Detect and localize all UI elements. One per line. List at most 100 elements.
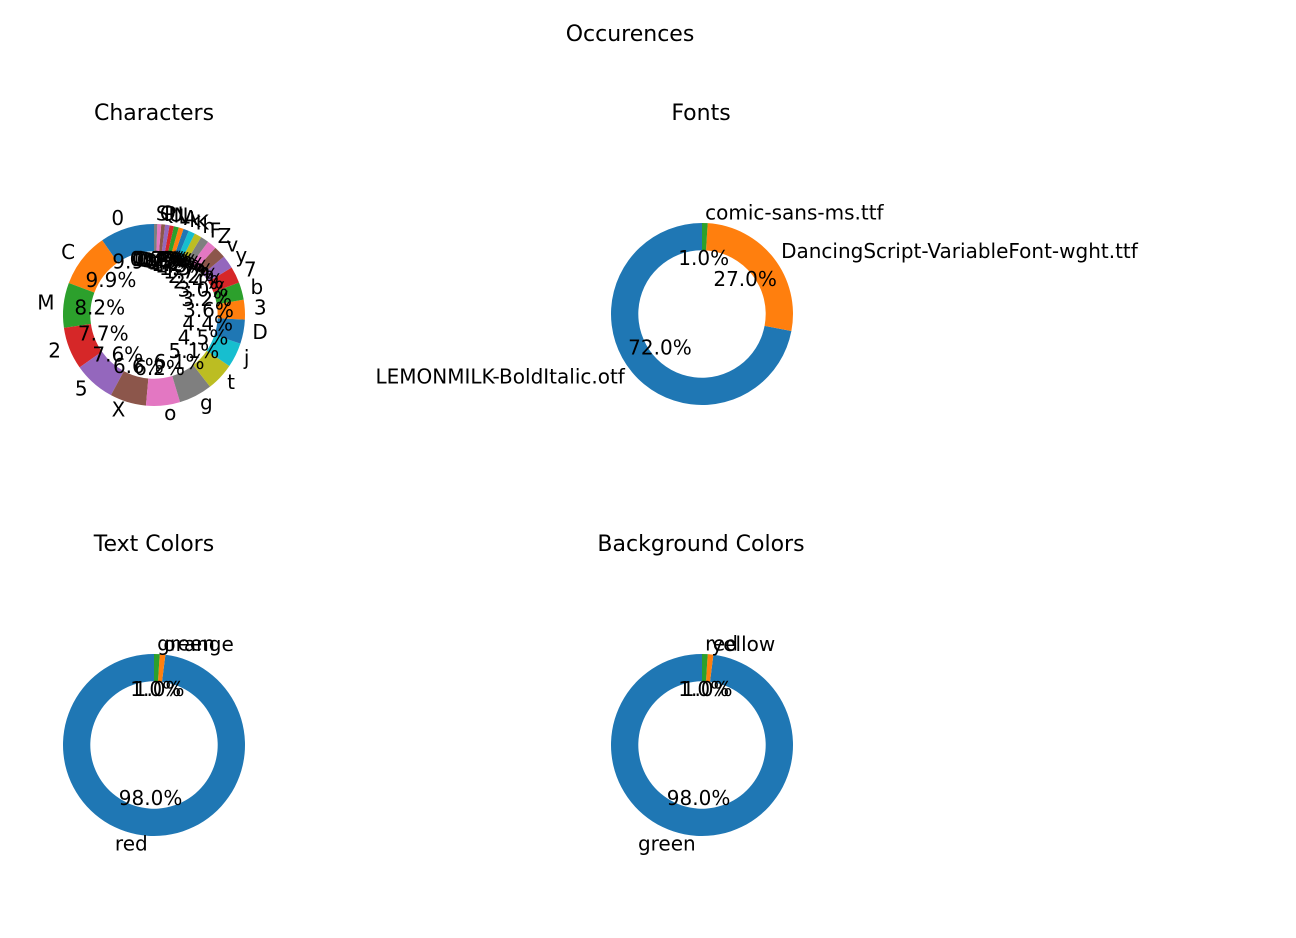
labels: red 98.0% orange 1.0% green 1.0% — [115, 631, 234, 855]
slice-label: L — [179, 204, 191, 228]
slice-label: S — [156, 201, 169, 225]
slice-percent-label: 9.9% — [86, 268, 137, 292]
slice-m — [62, 282, 95, 328]
chart-title: Fonts — [671, 101, 730, 126]
slice-label: b — [251, 275, 264, 299]
slices — [62, 224, 245, 407]
slice-j — [206, 335, 241, 367]
slice-percent-label: 7.7% — [78, 322, 129, 346]
slice-green — [610, 654, 793, 836]
slice-red — [62, 654, 245, 836]
slices — [610, 654, 793, 836]
slice-comic-sans-ms-ttf — [702, 223, 708, 251]
slice-percent-label: 1.0% — [678, 677, 729, 701]
slice-percent-label: 6.6% — [113, 354, 164, 378]
slice-k — [174, 228, 189, 257]
slice-percent-label: 0.7% — [134, 247, 185, 271]
slice-label: g — [200, 390, 213, 414]
slice-label: U — [169, 202, 184, 226]
slice-label: j — [243, 346, 250, 370]
slice-label: h — [202, 214, 215, 238]
slice-percent-label: 1.3% — [155, 254, 206, 278]
slice-label: red — [115, 831, 148, 855]
slice-percent-label: 8.2% — [74, 296, 125, 320]
slice-percent-label: 0.8% — [137, 247, 188, 271]
slice-n — [164, 225, 174, 253]
slice-label: K — [196, 210, 210, 234]
slice-5 — [79, 351, 124, 396]
slice-2 — [63, 324, 102, 368]
slice-percent-label: 1.0% — [678, 246, 729, 270]
slice-d — [214, 318, 245, 344]
slice-t — [193, 350, 230, 387]
slices — [62, 654, 245, 836]
slice-label: green — [638, 831, 696, 855]
slice-label: orange — [163, 632, 233, 656]
slice-l — [167, 226, 179, 254]
slice-label: comic-sans-ms.ttf — [705, 200, 884, 224]
slice-label: k — [189, 208, 201, 232]
slice-label: green — [157, 631, 215, 655]
chart-title: Text Colors — [93, 532, 214, 557]
slice-percent-label: 1.0% — [682, 677, 733, 701]
slice-label: 5 — [75, 376, 88, 400]
slice-percent-label: 98.0% — [667, 786, 731, 810]
slice-u — [161, 224, 170, 253]
slice-s — [154, 224, 158, 252]
slice-percent-label: 2.4% — [173, 270, 224, 294]
slice-percent-label: 72.0% — [628, 335, 692, 359]
slice-label: N — [173, 203, 188, 227]
slice-percent-label: 7.6% — [92, 342, 143, 366]
slice-label: C — [61, 240, 75, 264]
chart-background-colors: Background Colors green 98.0% yellow 1.0% re… — [597, 532, 804, 855]
slice-percent-label: 98.0% — [119, 786, 183, 810]
slice-label: M — [37, 291, 54, 315]
slice-percent-label: 1.7% — [163, 259, 214, 283]
slice-percent-label: 6.1% — [154, 350, 205, 374]
chart-characters: Characters 0 9.9% C 9.9% M 8.2% 2 7.7% 57.6% X 6.6… — [37, 101, 268, 425]
slice-percent-label: 0.8% — [139, 248, 190, 272]
slice-dancingscript-variablefont-wght-ttf — [705, 223, 793, 332]
slice-percent-label: 0.9% — [145, 249, 196, 273]
slice-q — [156, 224, 162, 252]
slice-label: yellow — [711, 632, 775, 656]
suptitle: Occurences — [566, 22, 695, 47]
slice-percent-label: 0.9% — [142, 249, 193, 273]
slice-label: X — [112, 397, 126, 421]
slice-label: Z — [218, 224, 232, 248]
slice-b — [213, 282, 244, 305]
slice-label: t — [227, 370, 235, 394]
slice-percent-label: 3.0% — [178, 277, 229, 301]
chart-text-colors: Text Colors red 98.0% orange 1.0% green 1.0% — [62, 532, 245, 855]
labels: green 98.0% yellow 1.0% red 1.0% — [638, 631, 775, 855]
slice-label: o — [164, 401, 176, 425]
slice-o — [145, 376, 181, 407]
slice-x — [110, 371, 149, 406]
slice-p — [159, 224, 166, 252]
slice-0 — [102, 224, 154, 263]
slice-z — [191, 241, 216, 268]
slice-percent-label: 6.2% — [134, 356, 185, 380]
slice-percent-label: 5.1% — [169, 339, 220, 363]
slice-f — [186, 237, 209, 264]
slice-percent-label: 3.2% — [181, 287, 232, 311]
slice-v — [196, 247, 224, 275]
slice-3 — [216, 299, 245, 320]
slice-percent-label: 1.0% — [134, 677, 185, 701]
slice-percent-label: 1.0% — [130, 677, 181, 701]
slice-g — [172, 365, 211, 403]
slice-a — [171, 227, 184, 255]
slice-label: red — [705, 631, 738, 655]
slice-percent-label: 9.9% — [112, 249, 163, 273]
slice-green — [154, 654, 160, 682]
slice-red — [702, 654, 708, 682]
slices — [610, 223, 793, 405]
slice-yellow — [705, 654, 714, 682]
slice-percent-label: 1.5% — [159, 256, 210, 280]
slice-label: DancingScript-VariableFont-wght.ttf — [781, 239, 1139, 263]
slice-percent-label: 27.0% — [713, 267, 777, 291]
slice-label: F — [210, 218, 222, 242]
labels: 0 9.9% C 9.9% M 8.2% 2 7.7% 57.6% X 6.6%o 6.2% g 6.1%… — [37, 201, 268, 425]
